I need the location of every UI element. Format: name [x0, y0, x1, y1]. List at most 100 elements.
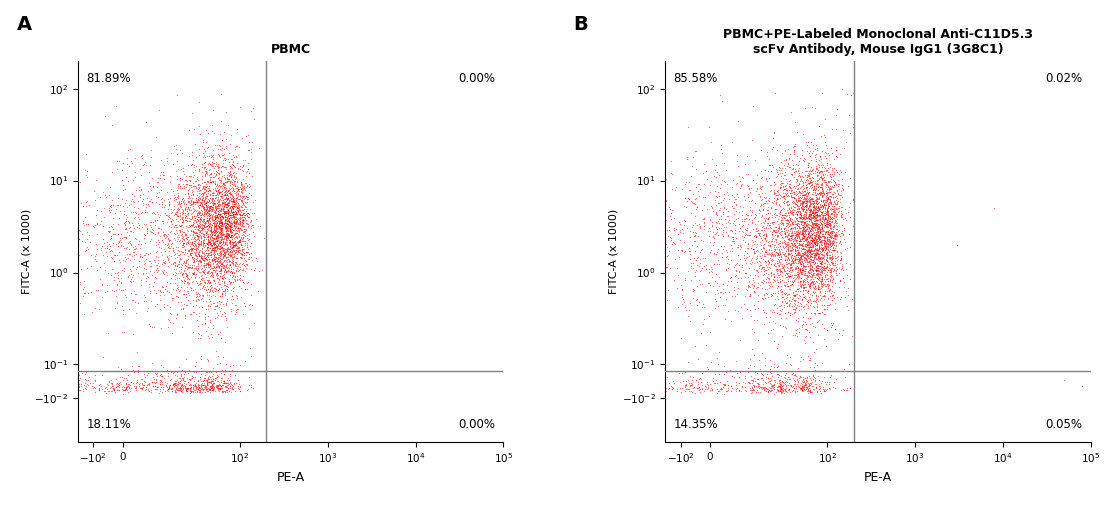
Point [234, 185, 252, 194]
Point [105, 201, 122, 209]
Point [671, 220, 689, 229]
Point [788, 272, 806, 280]
Point [812, 240, 830, 248]
Point [208, 168, 226, 176]
Point [644, 274, 662, 282]
Point [796, 374, 814, 382]
Point [725, 372, 742, 380]
Point [217, 201, 235, 209]
Point [771, 265, 789, 273]
Point [795, 198, 812, 206]
Point [719, 381, 737, 389]
Point [200, 238, 218, 246]
Point [658, 243, 676, 251]
Point [213, 117, 230, 125]
Point [201, 220, 219, 229]
Point [198, 251, 216, 260]
Point [814, 246, 831, 255]
Point [811, 229, 829, 237]
Point [810, 198, 828, 206]
Point [129, 210, 147, 218]
Point [726, 195, 743, 203]
Point [168, 262, 186, 270]
Point [792, 377, 810, 386]
Point [186, 214, 204, 222]
Point [802, 223, 820, 231]
Point [823, 254, 840, 262]
Point [826, 164, 844, 172]
Point [801, 152, 819, 161]
Point [198, 214, 216, 223]
Point [186, 125, 204, 133]
Point [800, 212, 818, 220]
Point [828, 153, 846, 162]
Point [810, 245, 828, 253]
Point [204, 246, 221, 255]
Point [771, 387, 789, 395]
Point [745, 382, 762, 390]
Point [805, 251, 823, 259]
Point [755, 199, 772, 207]
Point [640, 388, 658, 396]
Point [745, 377, 762, 385]
Point [715, 379, 732, 388]
Point [760, 213, 778, 221]
Point [782, 263, 800, 271]
Point [826, 232, 844, 240]
Point [213, 207, 230, 215]
Point [110, 201, 128, 209]
Point [765, 276, 782, 284]
Point [178, 287, 196, 295]
Point [779, 209, 797, 217]
Point [816, 176, 834, 184]
Point [790, 249, 808, 257]
Point [762, 386, 780, 394]
Point [761, 377, 779, 385]
Point [184, 190, 201, 198]
Point [777, 215, 795, 224]
Point [794, 202, 811, 210]
Point [802, 178, 820, 186]
Point [49, 386, 67, 394]
Point [779, 159, 797, 167]
Point [178, 207, 196, 215]
Point [799, 138, 817, 146]
Point [170, 233, 188, 241]
Point [801, 176, 819, 184]
Point [210, 195, 228, 203]
Point [176, 261, 194, 269]
Point [227, 379, 245, 387]
Point [211, 258, 229, 266]
Point [223, 203, 240, 211]
Point [120, 383, 138, 391]
Point [203, 244, 220, 252]
Point [188, 215, 206, 224]
Point [799, 223, 817, 231]
Point [190, 230, 208, 238]
Point [804, 302, 821, 310]
Point [187, 257, 205, 265]
Point [194, 385, 211, 393]
Point [207, 302, 225, 310]
Point [214, 230, 232, 238]
Point [796, 278, 814, 287]
Point [667, 255, 684, 263]
Point [818, 228, 836, 236]
Point [235, 213, 253, 221]
Point [795, 228, 812, 236]
Point [826, 217, 844, 225]
Point [673, 225, 691, 233]
Point [207, 206, 225, 214]
Point [732, 207, 750, 215]
Point [189, 233, 207, 241]
Point [215, 195, 233, 203]
Point [623, 384, 641, 392]
Point [682, 209, 700, 217]
Point [827, 152, 845, 161]
Point [98, 287, 116, 295]
Point [205, 129, 223, 137]
Point [774, 287, 791, 295]
Point [709, 216, 727, 225]
Point [790, 164, 808, 172]
Point [777, 258, 795, 266]
